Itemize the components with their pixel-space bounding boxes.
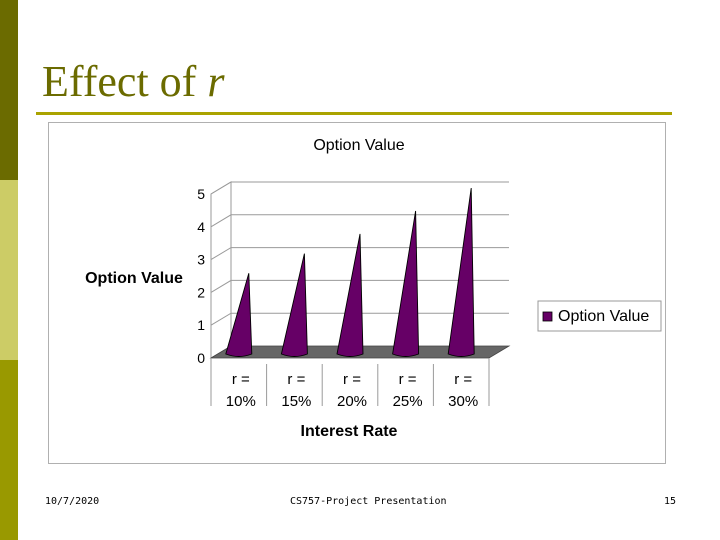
title-underline [36,112,672,115]
bar [225,273,253,357]
y-tick-label: 0 [197,350,205,366]
sidebar-accent [0,0,18,540]
bar [336,233,364,357]
x-tick-label: r = [454,371,472,388]
footer-page-number: 15 [664,496,677,507]
sidebar-segment-bottom [0,360,18,540]
footer-presentation-name: CS757-Project Presentation [290,496,447,507]
slide-title-variable: r [207,57,225,106]
bar [392,210,420,357]
bar [280,253,308,357]
gridline [210,181,509,195]
chart-bars [225,187,475,357]
x-tick-label: 15% [281,393,311,410]
legend-box [537,300,662,332]
y-tick-label: 5 [197,186,205,202]
x-axis-ticks: r = 10% r = 15% r = 20% r = 25% r = 30% [210,358,490,410]
sidebar-segment-top [0,0,18,180]
y-tick-label: 1 [197,317,205,333]
chart-side-wall [210,181,232,359]
x-tick-label: r = [399,371,417,388]
chart-walls [210,181,232,359]
x-tick-label: 30% [448,393,478,410]
slide-title-text: Effect of [42,57,208,106]
x-tick-label: r = [343,371,361,388]
sidebar-segment-middle [0,180,18,360]
chart-legend: Option Value [537,300,662,332]
y-tick-label: 4 [197,219,205,235]
x-tick-label: 20% [337,393,367,410]
footer-date: 10/7/2020 [45,496,100,507]
x-tick-label: 10% [226,393,256,410]
gridline [210,214,509,228]
y-tick-label: 2 [197,284,205,300]
x-axis-label: Interest Rate [301,423,398,440]
x-tick-label: r = [287,371,305,388]
y-axis-ticks: 0 1 2 3 4 5 [197,186,205,366]
x-tick-label: 25% [393,393,423,410]
bar [447,187,475,357]
chart-title: Option Value [313,137,404,154]
y-tick-label: 3 [197,252,205,268]
legend-label: Option Value [558,308,649,325]
x-tick-label: r = [232,371,250,388]
y-axis-label: Option Value [85,270,183,287]
slide-title: Effect of r [42,57,225,106]
legend-swatch [542,311,553,322]
